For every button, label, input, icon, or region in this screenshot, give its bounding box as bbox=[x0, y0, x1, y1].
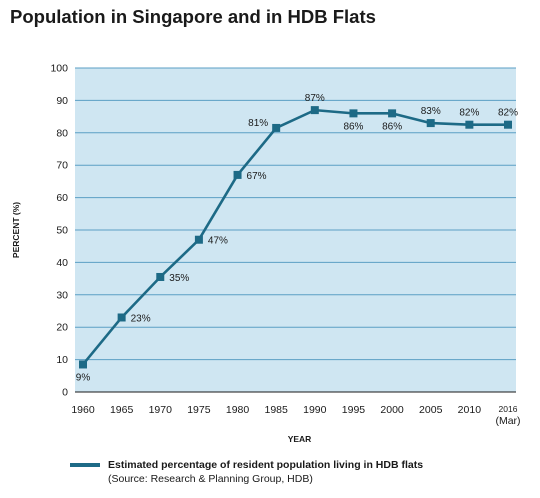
y-axis-ticks: 0 10 20 30 40 50 60 70 80 90 100 bbox=[50, 63, 68, 399]
y-tick-label: 80 bbox=[56, 127, 68, 139]
data-label: 81% bbox=[248, 118, 268, 129]
data-label: 83% bbox=[421, 106, 441, 117]
data-point bbox=[272, 123, 281, 132]
x-tick-label: 1995 bbox=[342, 404, 366, 416]
x-tick-sublabel: (Mar) bbox=[495, 415, 520, 427]
series-hdb: 9% 23% 35% 47% 67% 81% 87% 86% 86% 83% 82% 82% bbox=[76, 93, 518, 383]
x-tick-label: 2005 bbox=[419, 404, 443, 416]
data-label: 82% bbox=[459, 108, 479, 119]
data-point bbox=[117, 313, 126, 322]
data-label: 86% bbox=[382, 121, 402, 132]
y-axis-label: PERCENT (%) bbox=[11, 202, 21, 258]
x-tick-label: 1985 bbox=[265, 404, 289, 416]
y-tick-label: 100 bbox=[50, 63, 68, 75]
data-point bbox=[233, 170, 242, 179]
x-tick-label: 1960 bbox=[71, 404, 95, 416]
data-label: 23% bbox=[131, 313, 151, 324]
data-point bbox=[194, 235, 203, 244]
data-point bbox=[388, 109, 397, 118]
data-point bbox=[310, 106, 319, 115]
data-label: 87% bbox=[305, 93, 325, 104]
x-tick-label: 1980 bbox=[226, 404, 250, 416]
data-point bbox=[465, 120, 474, 129]
data-label: 67% bbox=[247, 171, 267, 182]
y-tick-label: 20 bbox=[56, 322, 68, 334]
x-tick-label: 1975 bbox=[187, 404, 211, 416]
x-tick-label: 1990 bbox=[303, 404, 327, 416]
data-point bbox=[426, 119, 435, 128]
y-tick-label: 0 bbox=[62, 387, 68, 399]
legend: Estimated percentage of resident populat… bbox=[70, 458, 423, 486]
y-tick-label: 40 bbox=[56, 257, 68, 269]
data-label: 82% bbox=[498, 108, 518, 119]
gridlines bbox=[75, 67, 516, 361]
data-point bbox=[79, 360, 87, 369]
x-axis-ticks: 1960 1965 1970 1975 1980 1985 1990 1995 2000 2005… bbox=[71, 404, 520, 427]
legend-source: (Source: Research & Planning Group, HDB) bbox=[108, 473, 313, 485]
x-axis-label: YEAR bbox=[288, 434, 312, 444]
data-point bbox=[156, 272, 165, 281]
x-tick-label: 1970 bbox=[149, 404, 173, 416]
y-tick-label: 10 bbox=[56, 354, 68, 366]
legend-swatch bbox=[70, 463, 100, 467]
data-label: 86% bbox=[343, 121, 363, 132]
data-label: 47% bbox=[208, 236, 228, 247]
y-tick-label: 50 bbox=[56, 225, 68, 237]
x-tick-label: 2010 bbox=[458, 404, 482, 416]
y-tick-label: 30 bbox=[56, 289, 68, 301]
y-tick-label: 70 bbox=[56, 160, 68, 172]
y-tick-label: 60 bbox=[56, 192, 68, 204]
legend-entry: Estimated percentage of resident populat… bbox=[108, 459, 424, 471]
data-point bbox=[349, 109, 358, 118]
data-label: 35% bbox=[169, 273, 189, 284]
x-tick-label: 2000 bbox=[380, 404, 404, 416]
series-line bbox=[81, 108, 508, 366]
data-point bbox=[504, 120, 512, 129]
x-tick-label: 2016 bbox=[499, 404, 518, 414]
y-tick-label: 90 bbox=[56, 95, 68, 107]
data-label: 9% bbox=[76, 372, 91, 383]
chart-title: Population in Singapore and in HDB Flats bbox=[10, 6, 376, 27]
x-tick-label: 1965 bbox=[110, 404, 134, 416]
